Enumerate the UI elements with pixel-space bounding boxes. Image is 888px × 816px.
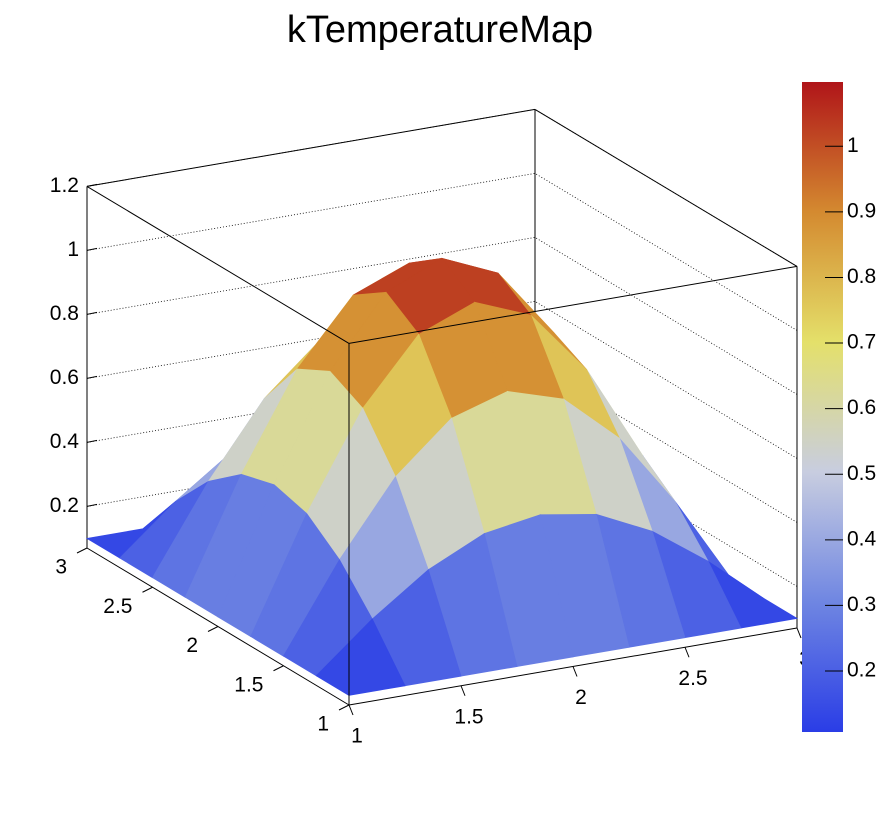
x-tick xyxy=(348,704,354,716)
z-tick xyxy=(86,375,98,379)
y-tick-label: 2 xyxy=(186,634,198,657)
box-edge xyxy=(86,108,536,187)
box-edge xyxy=(534,108,798,267)
y-tick-label: 2.5 xyxy=(103,595,132,618)
z-tick-label: 1 xyxy=(67,238,79,261)
x-tick xyxy=(460,685,466,696)
z-tick xyxy=(86,247,98,251)
colorbar-tick-label: 0.3 xyxy=(847,593,876,616)
box-edge xyxy=(348,265,798,344)
z-tick-label: 0.2 xyxy=(50,494,79,517)
colorbar-tick-label: 0.9 xyxy=(847,199,876,222)
y-tick xyxy=(207,626,219,632)
y-tick-label: 3 xyxy=(55,556,67,579)
y-tick xyxy=(142,586,153,593)
colorbar-tick-label: 0.5 xyxy=(847,462,876,485)
z-tick-label: 0.6 xyxy=(50,366,79,389)
colorbar-tick-label: 0.8 xyxy=(847,265,876,288)
z-tick xyxy=(86,439,98,443)
chart-title: kTemperatureMap xyxy=(287,9,593,51)
colorbar-tick-label: 0.4 xyxy=(847,527,877,550)
surface-patch xyxy=(315,618,406,696)
grid-line xyxy=(86,108,798,267)
y-tick xyxy=(76,547,88,554)
x-tick-label: 1.5 xyxy=(454,705,483,728)
x-tick xyxy=(572,666,578,677)
z-tick-label: 1.2 xyxy=(50,174,79,197)
colorbar-tick-label: 0.2 xyxy=(847,659,876,682)
x-tick-label: 1 xyxy=(351,725,363,748)
colorbar xyxy=(802,82,843,732)
x-tick xyxy=(796,627,802,639)
colorbar-tick-label: 0.7 xyxy=(847,331,876,354)
colorbar-tick-label: 1 xyxy=(847,134,859,157)
z-tick xyxy=(86,503,98,507)
x-tick-label: 2 xyxy=(575,686,587,709)
box-edge xyxy=(86,185,350,344)
x-tick-label: 2.5 xyxy=(678,667,707,690)
y-tick xyxy=(338,704,350,711)
x-tick xyxy=(684,647,690,658)
z-tick-label: 0.8 xyxy=(50,302,79,325)
colorbar-tick-label: 0.6 xyxy=(847,396,876,419)
y-tick-label: 1 xyxy=(317,713,329,736)
z-tick xyxy=(86,311,98,315)
z-tick-label: 0.4 xyxy=(50,430,80,453)
y-tick-label: 1.5 xyxy=(234,673,263,696)
y-tick xyxy=(273,665,284,672)
